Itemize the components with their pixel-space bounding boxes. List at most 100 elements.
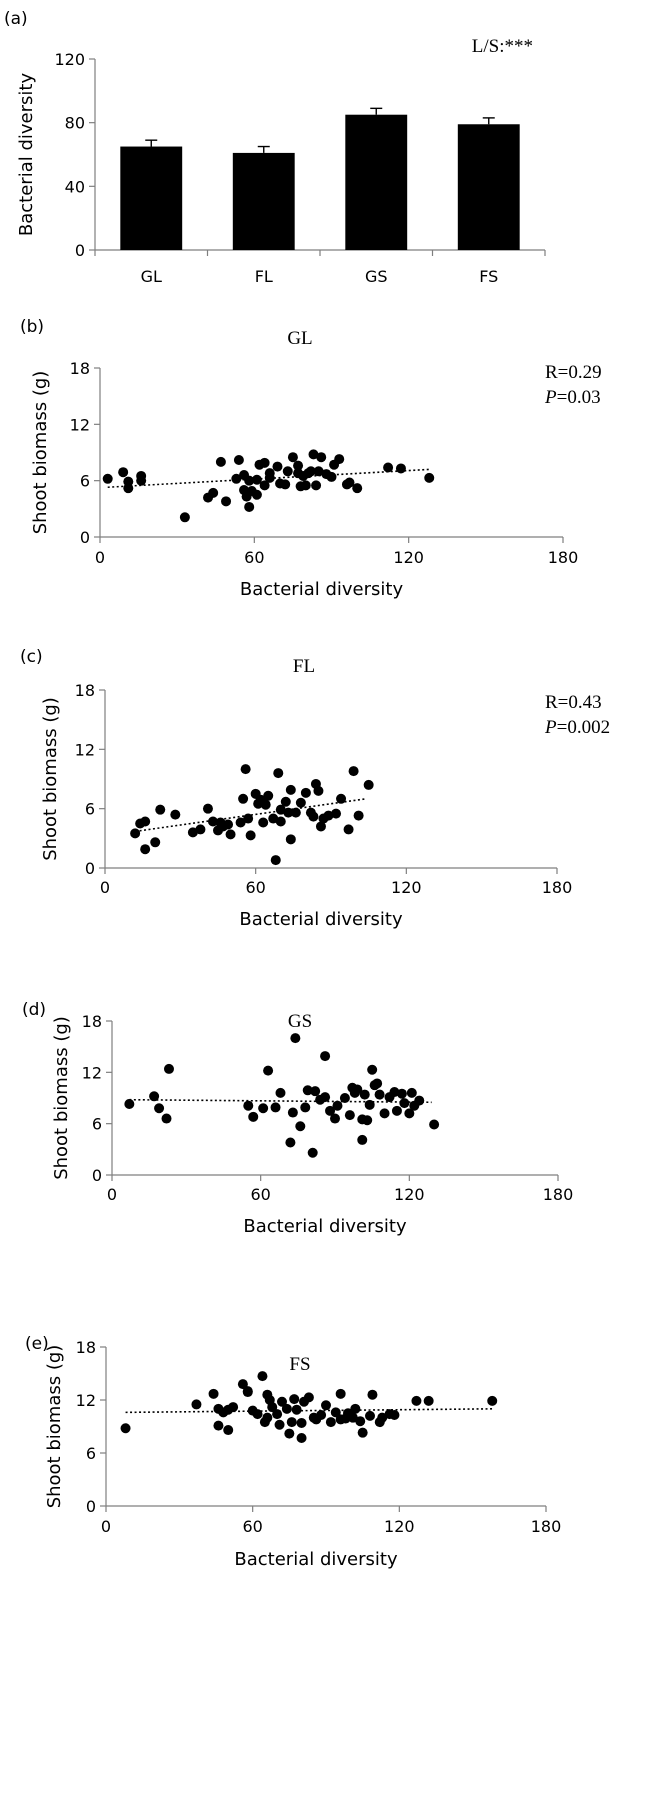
data-point: [391, 1105, 402, 1116]
data-point: [283, 807, 294, 818]
data-point: [273, 768, 284, 779]
x-tick-label: GS: [365, 267, 388, 286]
y-tick-label: 18: [82, 1012, 102, 1031]
data-point: [293, 460, 304, 471]
data-point: [423, 1395, 434, 1406]
data-point: [411, 1395, 422, 1406]
data-point: [243, 1100, 254, 1111]
data-point: [320, 1051, 331, 1062]
data-point: [330, 1113, 340, 1124]
data-point: [308, 811, 319, 822]
data-point: [264, 468, 275, 479]
data-point: [310, 1086, 321, 1097]
data-point: [270, 1102, 281, 1113]
x-axis-label: Bacterial diversity: [243, 1216, 407, 1237]
data-point: [287, 452, 298, 463]
data-point: [362, 1115, 373, 1126]
panel-d-gs-scatter: (d) 0 6 12 18 Shoot biomass (g) 0 60 120 180 GS Bac…: [22, 1000, 573, 1237]
x-tick-label: 120: [384, 1517, 415, 1536]
data-point: [275, 1087, 286, 1098]
data-point: [291, 1404, 302, 1415]
data-point: [202, 803, 213, 814]
x-tick-label: 180: [531, 1517, 562, 1536]
y-tick-label: 80: [65, 114, 85, 133]
stat-p-value: P=0.03: [544, 387, 601, 408]
data-point: [213, 1420, 224, 1431]
trend-line: [135, 797, 367, 833]
data-point: [277, 1396, 287, 1407]
data-point: [161, 1113, 172, 1124]
data-point: [344, 477, 355, 488]
data-point: [240, 764, 251, 775]
data-point: [252, 1409, 263, 1420]
x-tick-label: 0: [101, 1517, 111, 1536]
data-point: [259, 480, 270, 491]
data-point: [262, 1412, 273, 1423]
data-point: [332, 1100, 343, 1111]
data-point: [275, 804, 286, 815]
y-tick-label: 12: [70, 415, 90, 434]
data-point: [238, 793, 249, 804]
data-point: [336, 793, 347, 804]
data-point: [263, 790, 274, 801]
data-point: [225, 829, 236, 840]
data-point: [323, 810, 334, 821]
data-point: [487, 1395, 498, 1406]
data-point: [280, 479, 291, 490]
data-point: [272, 461, 283, 472]
data-point: [308, 449, 319, 460]
data-point: [272, 1409, 283, 1420]
panel-e-fs-scatter: (e) 0 6 12 18 Shoot biomass (g) 0 60 120 180 FS Bac…: [25, 1334, 561, 1570]
data-point: [191, 1399, 202, 1410]
data-point: [187, 827, 198, 838]
data-point: [287, 1107, 298, 1118]
data-point: [223, 819, 234, 830]
data-point: [296, 1432, 307, 1443]
panel-title: GL: [287, 328, 312, 349]
data-point: [307, 1147, 318, 1158]
data-point: [260, 799, 271, 810]
data-point: [215, 456, 226, 467]
data-point: [120, 1423, 131, 1434]
stat-p-value: P=0.002: [544, 717, 610, 738]
data-point: [124, 1098, 135, 1109]
panel-label: (a): [4, 9, 28, 29]
data-point: [270, 855, 281, 866]
bar-fl: [232, 152, 295, 250]
data-point: [140, 844, 151, 855]
data-point: [300, 1102, 311, 1113]
data-point: [296, 1417, 307, 1428]
y-axis-label: Bacterial diversity: [16, 73, 37, 237]
x-tick-label: 180: [543, 1185, 574, 1204]
data-point: [163, 1063, 174, 1074]
data-point: [348, 766, 359, 777]
bar-fs: [457, 124, 520, 250]
data-point: [231, 473, 242, 484]
data-point: [140, 816, 151, 827]
data-point: [208, 1388, 219, 1399]
data-point: [149, 1091, 160, 1102]
data-point: [275, 816, 286, 827]
data-point: [274, 1419, 285, 1430]
data-point: [285, 784, 296, 795]
y-axis-label: Shoot biomass (g): [30, 371, 51, 535]
data-point: [334, 454, 345, 465]
data-point: [303, 1392, 314, 1403]
panel-title: FL: [293, 656, 315, 677]
panel-title: GS: [288, 1011, 312, 1032]
data-point: [374, 1089, 385, 1100]
data-point: [237, 1379, 248, 1390]
data-point: [248, 1111, 259, 1122]
data-point: [365, 1410, 375, 1421]
data-point: [396, 1088, 407, 1099]
y-tick-label: 0: [86, 1497, 96, 1516]
y-tick-label: 18: [75, 681, 95, 700]
y-tick-label: 0: [80, 528, 90, 547]
data-point: [228, 1402, 239, 1413]
data-point: [353, 810, 364, 821]
data-point: [242, 1387, 253, 1398]
data-point: [244, 475, 255, 486]
data-point: [267, 1402, 278, 1413]
x-axis-label: Bacterial diversity: [234, 1549, 398, 1570]
